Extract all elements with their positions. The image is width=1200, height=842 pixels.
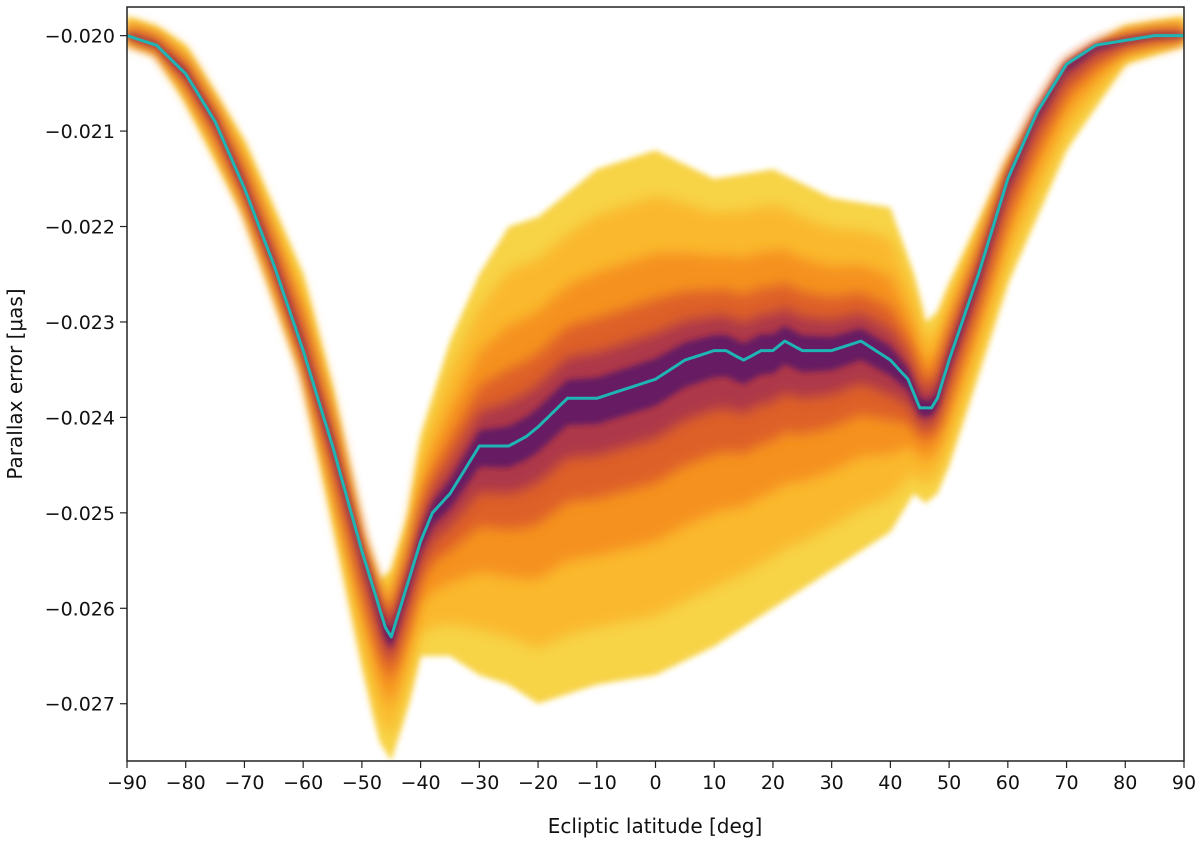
x-tick-label: 60: [996, 772, 1020, 794]
y-tick-label: −0.025: [45, 503, 115, 525]
x-tick-label: −20: [518, 772, 558, 794]
x-axis-label: Ecliptic latitude [deg]: [548, 814, 763, 838]
x-tick-label: −10: [577, 772, 617, 794]
y-tick-label: −0.021: [45, 121, 115, 143]
x-tick-label: 90: [1172, 772, 1196, 794]
x-tick-label: −90: [107, 772, 147, 794]
x-axis: −90 −80 −70 −60 −50 −40 −30 −20 −10 0 10 20 30 40 50 60…: [107, 761, 1196, 794]
y-tick-label: −0.023: [45, 312, 115, 334]
y-tick-label: −0.026: [45, 598, 115, 620]
x-tick-label: 50: [937, 772, 961, 794]
median-line-layer: [127, 34, 1184, 639]
x-tick-label: 20: [761, 772, 785, 794]
x-tick-label: 70: [1054, 772, 1078, 794]
y-axis-label: Parallax error [μas]: [3, 288, 27, 479]
y-tick-label: −0.024: [45, 407, 115, 429]
y-tick-label: −0.027: [45, 694, 115, 716]
x-tick-label: −40: [401, 772, 441, 794]
x-tick-label: −70: [224, 772, 264, 794]
x-tick-label: −50: [342, 772, 382, 794]
density-band-1: [127, 31, 1184, 662]
y-tick-label: −0.020: [45, 26, 115, 48]
x-tick-label: 80: [1113, 772, 1137, 794]
y-axis: −0.020 −0.021 −0.022 −0.023 −0.024 −0.025 −0.0…: [45, 26, 127, 716]
x-tick-label: 10: [702, 772, 726, 794]
x-tick-label: 40: [878, 772, 902, 794]
x-tick-label: −30: [459, 772, 499, 794]
median-line: [127, 34, 1184, 639]
x-tick-label: −80: [166, 772, 206, 794]
x-tick-label: −60: [283, 772, 323, 794]
x-tick-label: 0: [649, 772, 661, 794]
y-tick-label: −0.022: [45, 217, 115, 239]
x-tick-label: 30: [820, 772, 844, 794]
